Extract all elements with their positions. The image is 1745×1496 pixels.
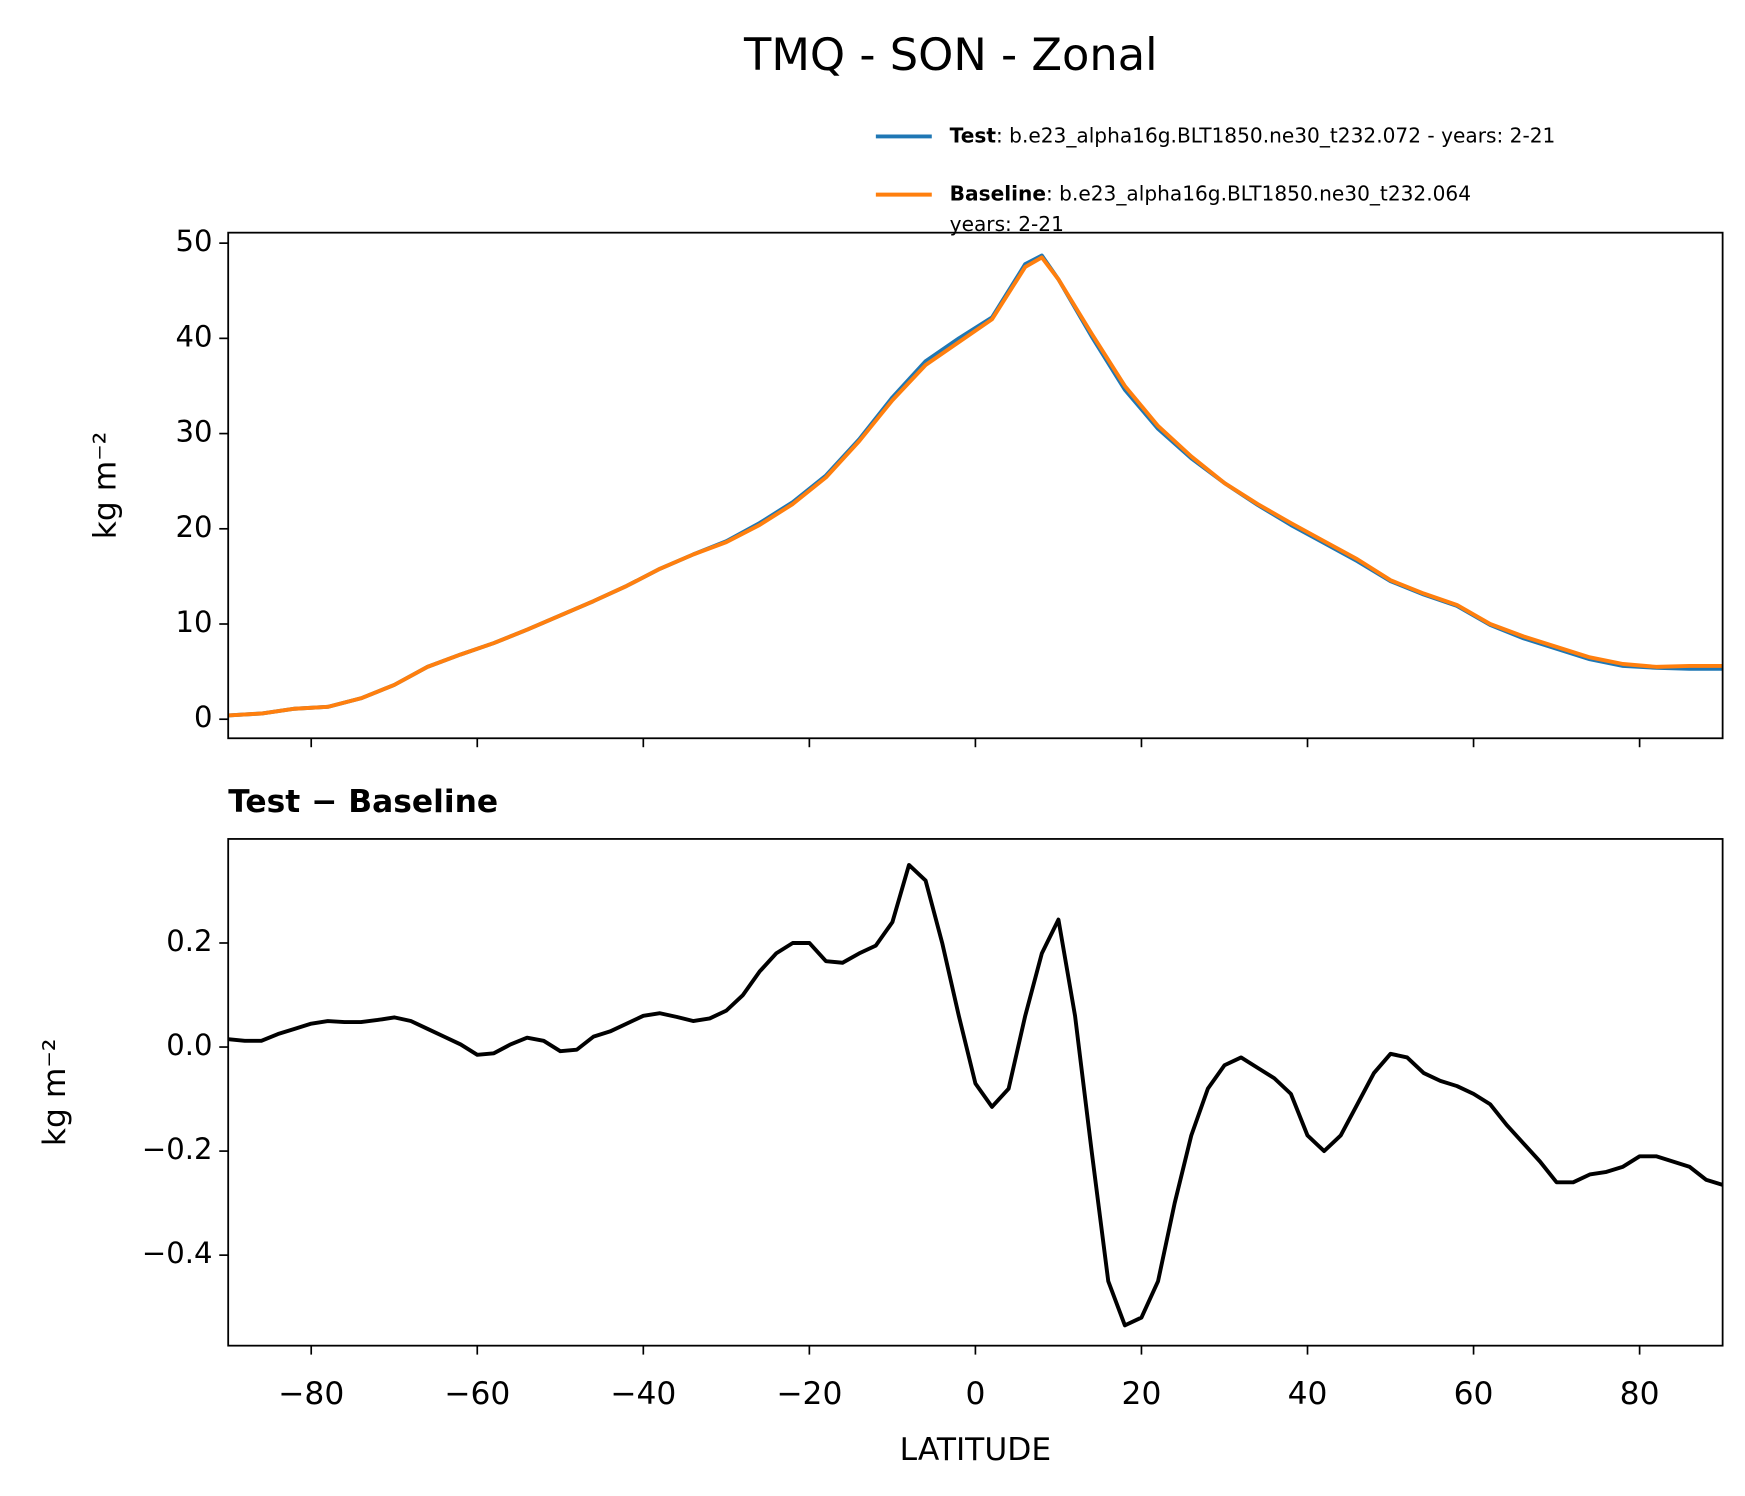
panel-title: Test − Baseline: [228, 784, 498, 820]
y-tick-label: 40: [176, 319, 213, 353]
legend-detail: : b.e23_alpha16g.BLT1850.ne30_t232.072 -…: [996, 123, 1555, 147]
x-tick-label: −40: [610, 1376, 676, 1412]
y-tick-label: 0.0: [166, 1028, 212, 1062]
x-tick-label: 40: [1288, 1376, 1328, 1412]
x-axis-label: LATITUDE: [900, 1432, 1051, 1468]
y-tick-label: −0.2: [142, 1132, 213, 1166]
y-tick-label: 0.2: [166, 924, 212, 958]
y-tick-label: 0: [194, 700, 213, 734]
axes-frame: [227, 231, 1724, 740]
y-tick-label: 50: [176, 224, 213, 258]
x-tick-label: 20: [1122, 1376, 1162, 1412]
legend-label: years: 2-21: [950, 211, 1064, 235]
x-tick-label: −20: [776, 1376, 842, 1412]
x-tick-label: 0: [965, 1376, 985, 1412]
x-tick-label: −60: [444, 1376, 510, 1412]
legend-label: Test: b.e23_alpha16g.BLT1850.ne30_t232.0…: [950, 123, 1556, 147]
figure-title: TMQ - SON - Zonal: [743, 28, 1158, 81]
data-line: [228, 862, 1724, 1328]
y-tick-label: 10: [176, 605, 213, 639]
legend-label: Baseline: b.e23_alpha16g.BLT1850.ne30_t2…: [950, 181, 1471, 205]
y-tick-label: −0.4: [142, 1236, 213, 1270]
x-tick-label: 60: [1454, 1376, 1494, 1412]
legend-detail: : b.e23_alpha16g.BLT1850.ne30_t232.064: [1046, 181, 1471, 205]
legend-detail: years: 2-21: [950, 211, 1064, 235]
x-tick-label: −80: [278, 1376, 344, 1412]
legend-name: Baseline: [950, 181, 1046, 205]
y-tick-label: 30: [176, 415, 213, 449]
legend-name: Test: [950, 123, 997, 147]
y-tick-label: 20: [176, 510, 213, 544]
y-axis-label: kg m⁻²: [87, 432, 123, 540]
x-tick-label: 80: [1620, 1376, 1660, 1412]
axes-frame: [227, 838, 1724, 1347]
data-line: [228, 255, 1723, 718]
y-axis-label: kg m⁻²: [37, 1039, 73, 1147]
